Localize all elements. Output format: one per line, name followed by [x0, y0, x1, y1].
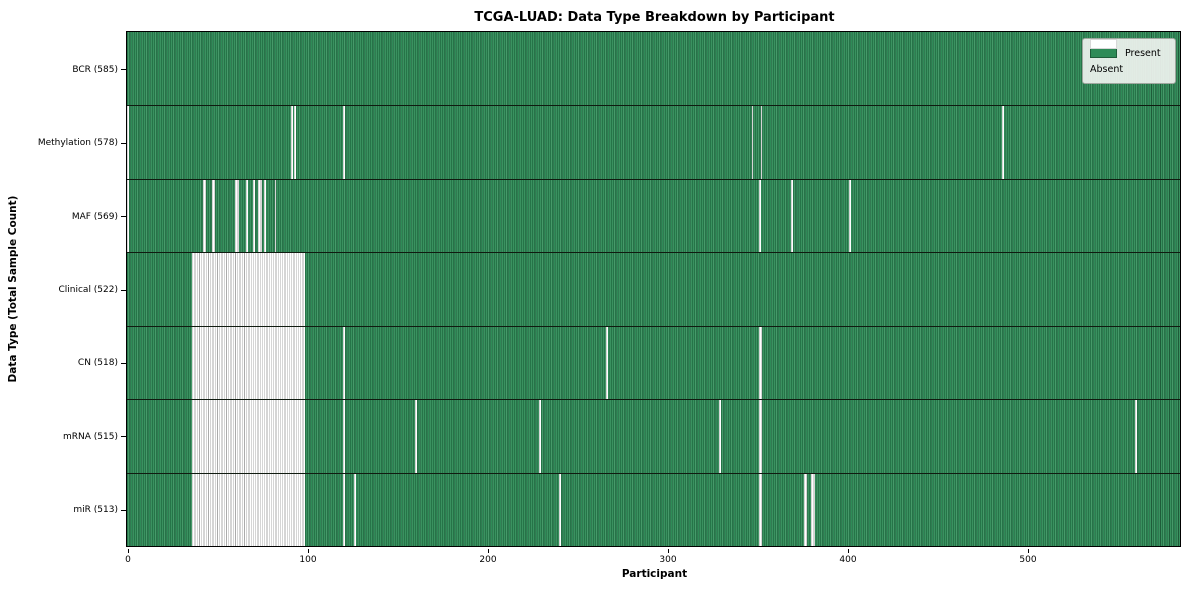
- absent-segment-miR: [811, 473, 815, 546]
- y-tick-label: CN (518): [77, 358, 118, 369]
- absent-segment-MAF: [211, 179, 216, 253]
- absent-segment-mRNA: [1135, 400, 1137, 473]
- absent-segment-mRNA: [415, 400, 417, 473]
- absent-segment-miR: [343, 473, 345, 546]
- y-tick-label: Clinical (522): [58, 285, 118, 295]
- absent-segment-MAF: [263, 179, 266, 253]
- row-Methylation: [127, 105, 1180, 179]
- y-tick-label: MAF (569): [71, 211, 118, 222]
- x-tick-mark: [668, 549, 669, 553]
- absent-segment-mRNA: [758, 400, 763, 473]
- absent-segment-MAF: [758, 179, 761, 253]
- x-tick-label: 0: [125, 555, 131, 565]
- row-BCR: [127, 32, 1180, 105]
- y-tick-mark: [121, 216, 126, 218]
- absent-segment-miR: [353, 473, 356, 546]
- absent-segment-MAF: [791, 179, 793, 253]
- chart-title: TCGA-LUAD: Data Type Breakdown by Partic…: [474, 10, 835, 25]
- absent-segment-Clinical: [191, 253, 306, 326]
- legend-absent-swatch: [1090, 39, 1117, 49]
- y-tick-mark: [121, 362, 126, 364]
- row-mRNA: [127, 399, 1180, 473]
- x-axis-label: Participant: [621, 568, 688, 580]
- row-CN: [127, 325, 1180, 400]
- absent-segment-mRNA: [191, 400, 306, 473]
- absent-segment-MAF: [848, 179, 851, 253]
- legend-present-swatch: [1090, 48, 1117, 58]
- y-tick-label: BCR (585): [72, 64, 118, 75]
- y-tick-mark: [121, 436, 126, 438]
- row-miR: [127, 472, 1180, 546]
- absent-segment-Methylation: [343, 106, 345, 179]
- absent-segment-MAF: [258, 179, 262, 253]
- absent-segment-MAF: [127, 179, 129, 253]
- absent-segment-miR: [191, 473, 306, 546]
- absent-segment-MAF: [202, 179, 207, 253]
- legend: Present Absent: [1082, 38, 1176, 84]
- x-tick-label: 200: [479, 555, 497, 565]
- x-tick-label: 300: [659, 555, 677, 565]
- y-tick-label: mRNA (515): [63, 431, 118, 442]
- absent-segment-MAF: [245, 179, 248, 253]
- absent-segment-CN: [191, 326, 306, 400]
- row-Clinical: [127, 252, 1180, 326]
- x-tick-label: 100: [299, 555, 317, 565]
- plot-area: [126, 31, 1181, 547]
- y-tick-mark: [121, 509, 126, 511]
- absent-segment-MAF: [235, 179, 239, 253]
- row-MAF: [127, 178, 1180, 253]
- x-tick-label: 500: [1019, 555, 1037, 565]
- x-tick-mark: [1028, 549, 1029, 553]
- absent-segment-mRNA: [539, 400, 541, 473]
- absent-segment-mRNA: [343, 400, 345, 473]
- absent-segment-Methylation: [751, 106, 754, 179]
- x-tick-label: 400: [839, 555, 857, 565]
- y-tick-label: Methylation (578): [37, 138, 118, 149]
- absent-segment-CN: [605, 326, 608, 400]
- absent-segment-Methylation: [127, 106, 129, 179]
- absent-segment-miR: [758, 473, 763, 546]
- legend-item-absent: Absent: [1090, 39, 1167, 77]
- y-tick-mark: [121, 289, 126, 291]
- absent-segment-Methylation: [1001, 106, 1004, 179]
- x-tick-mark: [488, 549, 489, 553]
- absent-segment-mRNA: [719, 400, 721, 473]
- y-tick-mark: [121, 142, 126, 144]
- legend-absent-label: Absent: [1090, 63, 1124, 75]
- absent-segment-miR: [803, 473, 808, 546]
- absent-segment-MAF: [274, 179, 277, 253]
- y-tick-label: miR (513): [73, 505, 118, 516]
- absent-segment-CN: [343, 326, 345, 400]
- absent-segment-MAF: [253, 179, 255, 253]
- absent-segment-Methylation: [294, 106, 297, 179]
- absent-segment-miR: [559, 473, 561, 546]
- legend-present-label: Present: [1125, 47, 1161, 59]
- absent-segment-CN: [758, 326, 763, 400]
- absent-segment-Methylation: [760, 106, 763, 179]
- y-tick-mark: [121, 69, 126, 71]
- x-tick-mark: [848, 549, 849, 553]
- x-tick-mark: [308, 549, 309, 553]
- absent-segment-Methylation: [290, 106, 293, 179]
- x-tick-mark: [128, 549, 129, 553]
